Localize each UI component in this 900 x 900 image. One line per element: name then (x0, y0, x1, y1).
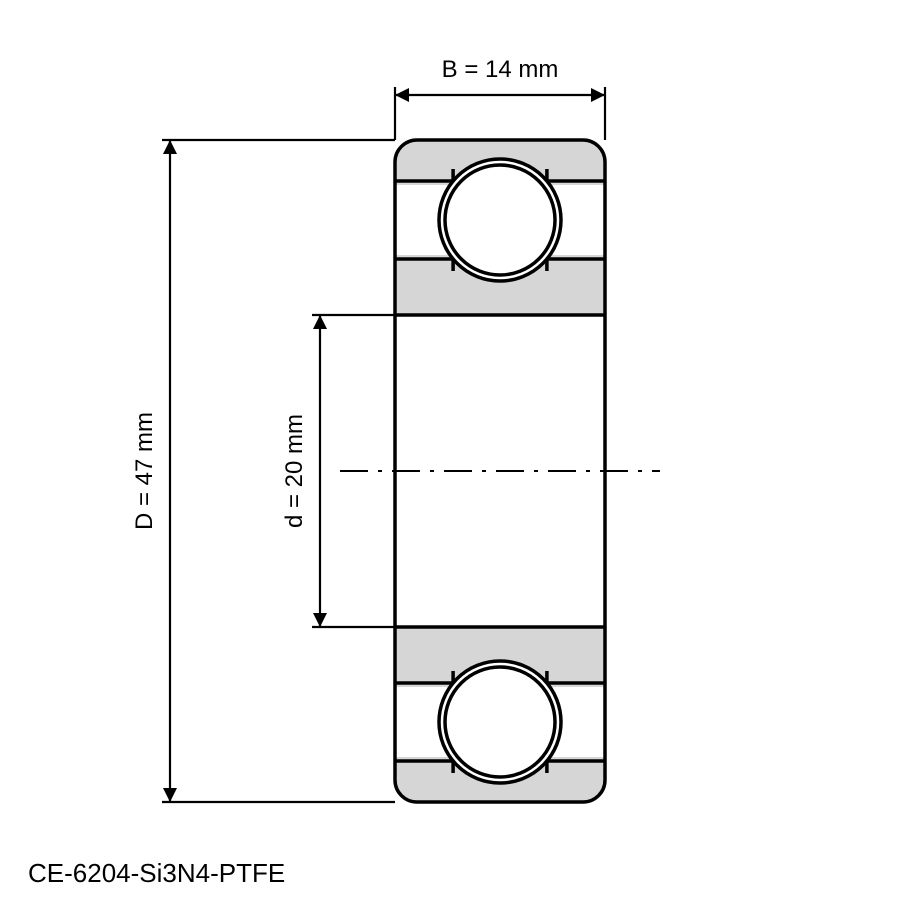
dim-d-label: d = 20 mm (281, 414, 308, 528)
part-number: CE-6204-Si3N4-PTFE (28, 858, 285, 888)
ball-bottom (445, 667, 555, 777)
bearing-section-drawing: B = 14 mm D = 47 mm d = 20 mm CE-6204-Si3N4… (0, 0, 900, 900)
dim-D-label: D = 47 mm (131, 412, 158, 530)
ball-top (445, 165, 555, 275)
dim-B-label: B = 14 mm (442, 56, 559, 83)
